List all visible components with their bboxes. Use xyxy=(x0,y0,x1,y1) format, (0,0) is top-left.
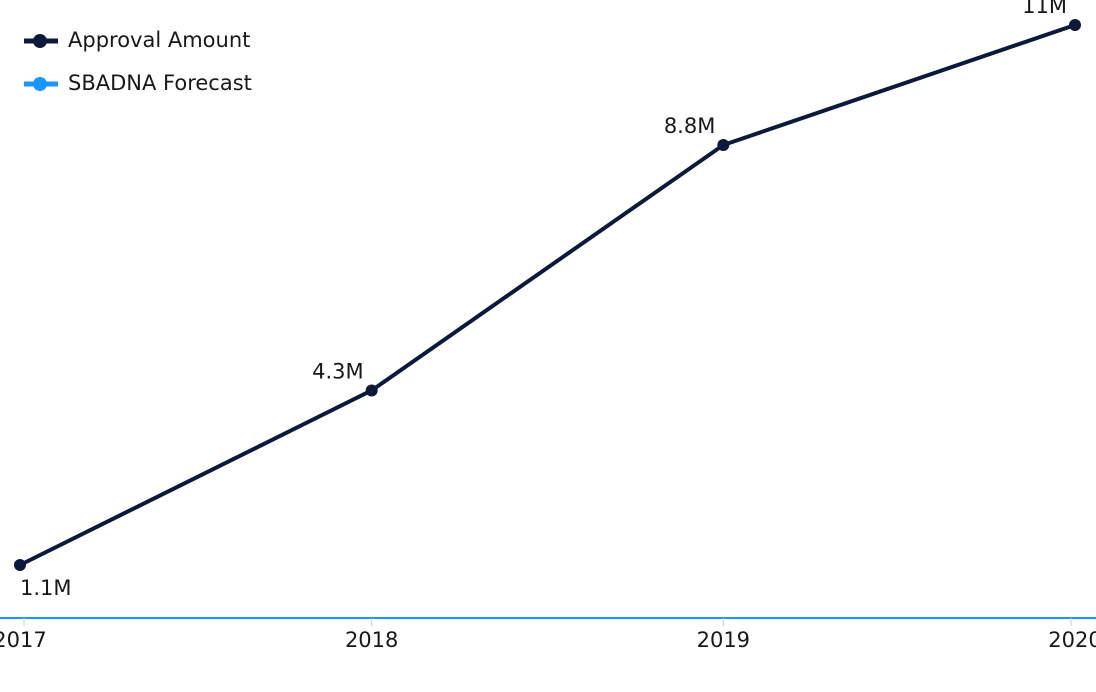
x-tick-label: 2018 xyxy=(345,628,398,652)
legend-marker xyxy=(33,34,47,48)
data-label: 8.8M xyxy=(664,114,716,138)
data-label: 1.1M xyxy=(20,576,72,600)
legend-label: SBADNA Forecast xyxy=(68,71,252,95)
data-point xyxy=(14,559,26,571)
data-point xyxy=(365,384,378,397)
data-point xyxy=(717,139,730,151)
series-line xyxy=(19,23,1076,567)
x-tick-label: 2020 xyxy=(1048,628,1096,652)
legend-marker xyxy=(33,77,47,91)
x-tick-label: 2019 xyxy=(697,628,750,652)
data-label: 11M xyxy=(1022,0,1067,18)
data-label: 4.3M xyxy=(312,359,364,383)
x-tick-label: 2017 xyxy=(0,628,47,652)
legend-label: Approval Amount xyxy=(68,28,250,52)
data-point xyxy=(1069,19,1081,31)
